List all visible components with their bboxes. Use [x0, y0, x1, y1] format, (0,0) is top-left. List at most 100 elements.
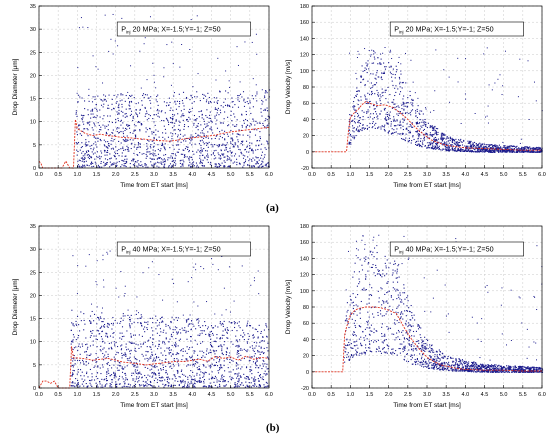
scatter-point: [259, 386, 262, 388]
scatter-point: [228, 371, 230, 373]
scatter-point: [143, 385, 145, 388]
scatter-point: [173, 384, 175, 386]
scatter-point: [116, 150, 118, 152]
scatter-point: [352, 127, 354, 129]
scatter-point: [122, 115, 124, 117]
scatter-point: [213, 340, 215, 342]
scatter-point: [479, 142, 481, 144]
scatter-point: [259, 384, 261, 387]
scatter-point: [178, 93, 180, 95]
scatter-point: [366, 128, 368, 130]
scatter-point: [264, 370, 266, 372]
scatter-point: [460, 147, 462, 150]
scatter-point: [80, 147, 82, 149]
scatter-outlier: [448, 76, 450, 78]
y-tick-label: 0: [33, 166, 36, 172]
scatter-point: [203, 379, 206, 381]
scatter-point: [187, 146, 189, 148]
scatter-point: [168, 346, 170, 349]
scatter-point: [192, 163, 194, 166]
scatter-outlier: [486, 115, 488, 117]
scatter-point: [246, 341, 248, 343]
scatter-point: [355, 111, 357, 114]
scatter-point: [226, 347, 228, 349]
scatter-point: [215, 361, 217, 364]
scatter-point: [149, 151, 151, 153]
scatter-point: [225, 351, 227, 353]
scatter-point: [161, 320, 164, 322]
scatter-point: [187, 330, 189, 332]
scatter-point: [98, 124, 100, 126]
scatter-point: [540, 149, 542, 151]
scatter-point: [250, 366, 252, 368]
scatter-point: [176, 100, 178, 102]
scatter-point: [396, 120, 398, 122]
scatter-outlier: [96, 284, 98, 286]
scatter-point: [172, 328, 174, 331]
scatter-point: [507, 148, 509, 150]
scatter-point: [180, 382, 182, 384]
scatter-point: [503, 145, 505, 147]
scatter-point: [157, 369, 159, 371]
scatter-point: [198, 116, 200, 118]
scatter-point: [384, 89, 386, 91]
scatter-point: [151, 342, 154, 344]
scatter-point: [489, 147, 492, 149]
scatter-point: [90, 330, 92, 332]
scatter-point: [453, 150, 456, 152]
scatter-point: [532, 150, 534, 152]
scatter-point: [219, 109, 221, 111]
scatter-point: [516, 151, 519, 153]
scatter-point: [441, 132, 443, 134]
scatter-point: [506, 147, 508, 149]
scatter-point: [118, 140, 120, 142]
scatter-point: [131, 94, 133, 96]
scatter-point: [73, 358, 75, 360]
scatter-point: [209, 351, 211, 353]
scatter-point: [357, 103, 359, 106]
scatter-point: [350, 114, 353, 116]
scatter-point: [445, 148, 447, 150]
scatter-point: [436, 147, 438, 149]
chart-svg: 0.0 0.5 1.0 1.5 2.0 2.5 3.0 3.5 4.0 4.5 5.0 5.5 6.0-…: [285, 224, 546, 409]
scatter-point: [252, 334, 254, 337]
scatter-point: [210, 120, 212, 122]
scatter-point: [375, 78, 377, 80]
scatter-point: [126, 145, 128, 147]
scatter-point: [251, 369, 253, 371]
scatter-point: [237, 133, 239, 135]
scatter-point: [167, 376, 169, 378]
scatter-point: [222, 354, 224, 356]
scatter-point: [78, 159, 80, 161]
scatter-point: [151, 372, 153, 374]
scatter-point: [242, 384, 244, 386]
scatter-point: [144, 163, 146, 165]
scatter-point: [149, 357, 151, 359]
scatter-point: [187, 325, 189, 327]
scatter-point: [234, 144, 236, 146]
scatter-point: [373, 56, 375, 58]
scatter-point: [95, 375, 97, 378]
scatter-point: [202, 355, 204, 357]
scatter-point: [232, 139, 234, 141]
scatter-point: [226, 155, 228, 157]
scatter-point: [177, 331, 179, 333]
scatter-point: [176, 361, 178, 363]
scatter-point: [233, 125, 236, 127]
scatter-point: [112, 148, 115, 150]
scatter-point: [94, 161, 96, 163]
scatter-point: [96, 361, 98, 363]
scatter-point: [411, 312, 413, 314]
scatter-point: [506, 145, 508, 147]
scatter-outlier: [233, 300, 235, 302]
scatter-point: [157, 130, 159, 132]
scatter-point: [200, 380, 202, 382]
scatter-point: [257, 336, 259, 338]
scatter-point: [356, 87, 358, 89]
scatter-point: [200, 152, 202, 154]
scatter-point: [131, 372, 133, 374]
scatter-outlier: [139, 50, 141, 52]
scatter-point: [84, 128, 86, 130]
scatter-point: [211, 138, 213, 140]
scatter-point: [241, 141, 243, 143]
